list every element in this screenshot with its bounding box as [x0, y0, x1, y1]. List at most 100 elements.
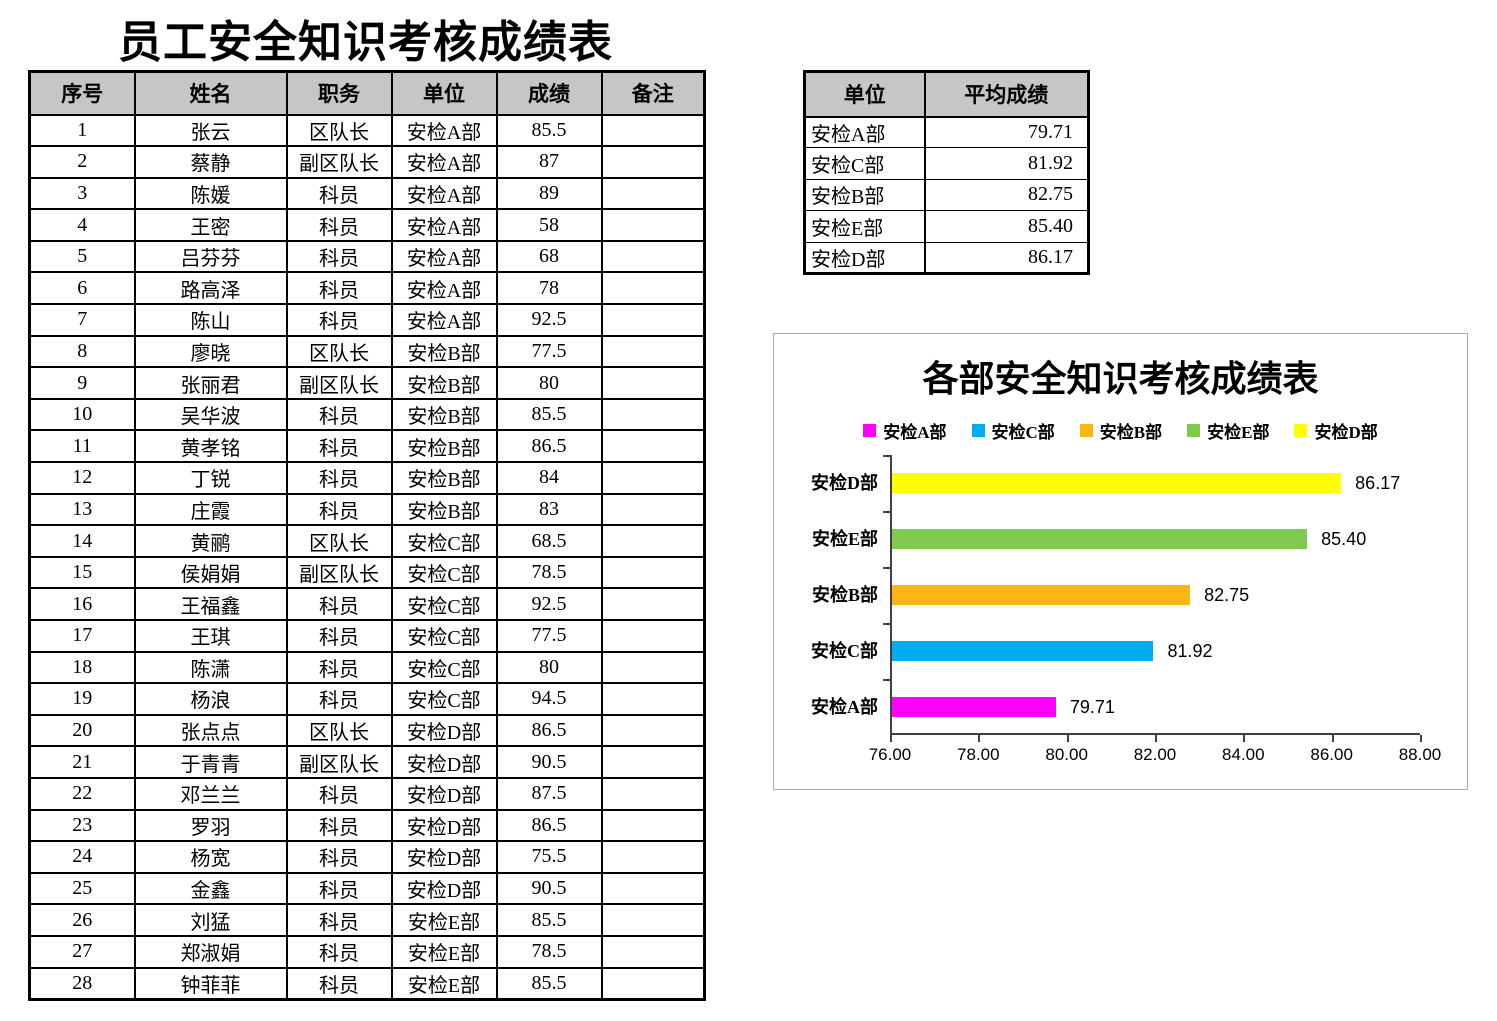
- plot-area: [890, 455, 1420, 735]
- employee-score-table: 序号 姓名 职务 单位 成绩 备注 1 张云 区队长 安检A部 85.5 2 蔡静 副区队长安…: [28, 70, 706, 1001]
- employee-cell: 科员: [285, 176, 393, 211]
- summary-col-header-average: 平均成绩: [923, 70, 1090, 118]
- x-axis-tick: [890, 735, 892, 742]
- employee-row: 10 吴华波 科员 安检B部 85.5: [28, 397, 706, 432]
- employee-cell: 26: [28, 903, 136, 937]
- y-axis-tick: [883, 623, 890, 625]
- employee-cell: 陈潇: [133, 650, 288, 685]
- employee-cell: 92.5: [495, 303, 603, 337]
- employee-cell: 84: [495, 461, 603, 495]
- employee-row: 16 王福鑫 科员 安检C部 92.5: [28, 587, 706, 621]
- x-tick-label: 86.00: [1310, 745, 1353, 764]
- employee-cell: 86.5: [495, 808, 603, 843]
- legend-color-swatch: [1294, 424, 1308, 437]
- employee-cell: 于青青: [133, 745, 288, 779]
- employee-cell: 90.5: [495, 745, 603, 779]
- employee-cell: 安检A部: [390, 271, 498, 306]
- employee-cell: 27: [28, 934, 136, 969]
- employee-row: 1 张云 区队长 安检A部 85.5: [28, 113, 706, 148]
- employee-cell: 安检E部: [390, 966, 498, 1001]
- employee-cell: 安检A部: [390, 208, 498, 242]
- bar-category-label: 安检D部: [811, 473, 878, 493]
- x-axis-tick: [1155, 735, 1157, 742]
- legend-color-swatch: [1079, 424, 1093, 437]
- legend-item: 安检B部: [1079, 418, 1162, 443]
- employee-cell: [600, 903, 706, 937]
- employee-cell: 14: [28, 524, 136, 558]
- employee-cell: 3: [28, 176, 136, 211]
- summary-row: 安检D部 86.17: [803, 241, 1090, 274]
- col-header-score: 成绩: [495, 70, 603, 116]
- employee-cell: 6: [28, 271, 136, 306]
- employee-cell: 安检B部: [390, 366, 498, 400]
- bar: [892, 473, 1342, 493]
- summary-row: 安检C部 81.92: [803, 147, 1090, 180]
- employee-cell: 80: [495, 366, 603, 400]
- employee-cell: 安检D部: [390, 808, 498, 843]
- legend-item: 安检E部: [1187, 418, 1269, 443]
- employee-cell: 张点点: [133, 713, 288, 748]
- employee-cell: 78.5: [495, 934, 603, 969]
- employee-row: 2 蔡静 副区队长 安检A部 87: [28, 145, 706, 179]
- employee-cell: 安检C部: [390, 619, 498, 653]
- summary-row: 安检A部 79.71: [803, 115, 1090, 149]
- x-axis-tick: [1243, 735, 1246, 742]
- employee-row: 27 郑淑娟 科员 安检E部 78.5: [28, 934, 706, 969]
- bar-value-label: 82.75: [1204, 585, 1250, 605]
- employee-row: 20 张点点 区队长 安检D部 86.5: [28, 713, 706, 748]
- employee-row: 11 黄孝铭 科员 安检B部 86.5: [28, 429, 706, 464]
- chart-legend: 安检A部 安检C部 安检B部 安检E部 安检D部: [774, 418, 1467, 443]
- employee-cell: 郑淑娟: [133, 934, 288, 969]
- summary-unit-cell: 安检B部: [803, 178, 926, 212]
- employee-cell: 科员: [285, 682, 393, 716]
- employee-cell: 安检E部: [390, 934, 498, 969]
- employee-cell: 安检A部: [390, 145, 498, 179]
- x-tick-label: 82.00: [1133, 745, 1177, 764]
- employee-cell: 24: [28, 840, 136, 874]
- employee-cell: 安检A部: [390, 113, 498, 148]
- employee-cell: 安检B部: [390, 492, 498, 527]
- summary-unit-cell: 安检E部: [803, 210, 926, 243]
- employee-cell: [600, 239, 706, 274]
- employee-cell: 92.5: [495, 587, 603, 621]
- employee-cell: 科员: [285, 776, 393, 811]
- employee-cell: 86.5: [495, 713, 603, 748]
- employee-cell: 科员: [285, 650, 393, 685]
- employee-row: 15 侯娟娟 副区队长 安检C部 78.5: [28, 555, 706, 590]
- employee-cell: 安检B部: [390, 461, 498, 495]
- employee-cell: 王琪: [133, 619, 288, 653]
- employee-cell: 18: [28, 650, 136, 685]
- summary-score-cell: 81.92: [923, 147, 1090, 180]
- summary-table-header-row: 单位 平均成绩: [803, 70, 1090, 118]
- employee-cell: [600, 366, 706, 400]
- employee-cell: 5: [28, 239, 136, 274]
- employee-cell: 科员: [285, 303, 393, 337]
- employee-cell: 安检B部: [390, 334, 498, 369]
- bar-chart: 各部安全知识考核成绩表 安检A部 安检C部 安检B部 安检E部 安检D部 安检D部 86.…: [773, 333, 1468, 790]
- employee-cell: 张丽君: [133, 366, 288, 400]
- bar: [892, 641, 1154, 661]
- employee-cell: 4: [28, 208, 136, 242]
- employee-row: 6 路高泽 科员 安检A部 78: [28, 271, 706, 306]
- bar-value-label: 85.40: [1321, 529, 1367, 549]
- employee-cell: 安检C部: [390, 524, 498, 558]
- employee-cell: 90.5: [495, 871, 603, 906]
- employee-cell: 83: [495, 492, 603, 527]
- employee-cell: [600, 808, 706, 843]
- employee-cell: 吕芬芬: [133, 239, 288, 274]
- legend-color-swatch: [971, 424, 985, 437]
- employee-cell: 7: [28, 303, 136, 337]
- employee-cell: [600, 271, 706, 306]
- x-tick-label: 76.00: [868, 745, 912, 764]
- x-tick-label: 78.00: [957, 745, 1000, 764]
- employee-row: 7 陈山 科员 安检A部 92.5: [28, 303, 706, 337]
- employee-row: 9 张丽君 副区队长 安检B部 80: [28, 366, 706, 400]
- bar-category-label: 安检C部: [811, 641, 878, 661]
- employee-cell: 80: [495, 650, 603, 685]
- legend-label: 安检E部: [1207, 423, 1270, 442]
- employee-cell: 侯娟娟: [133, 555, 288, 590]
- employee-cell: 科员: [285, 587, 393, 621]
- bar-category-label: 安检B部: [811, 585, 878, 605]
- employee-cell: 10: [28, 397, 136, 432]
- employee-row: 25 金鑫 科员 安检D部 90.5: [28, 871, 706, 906]
